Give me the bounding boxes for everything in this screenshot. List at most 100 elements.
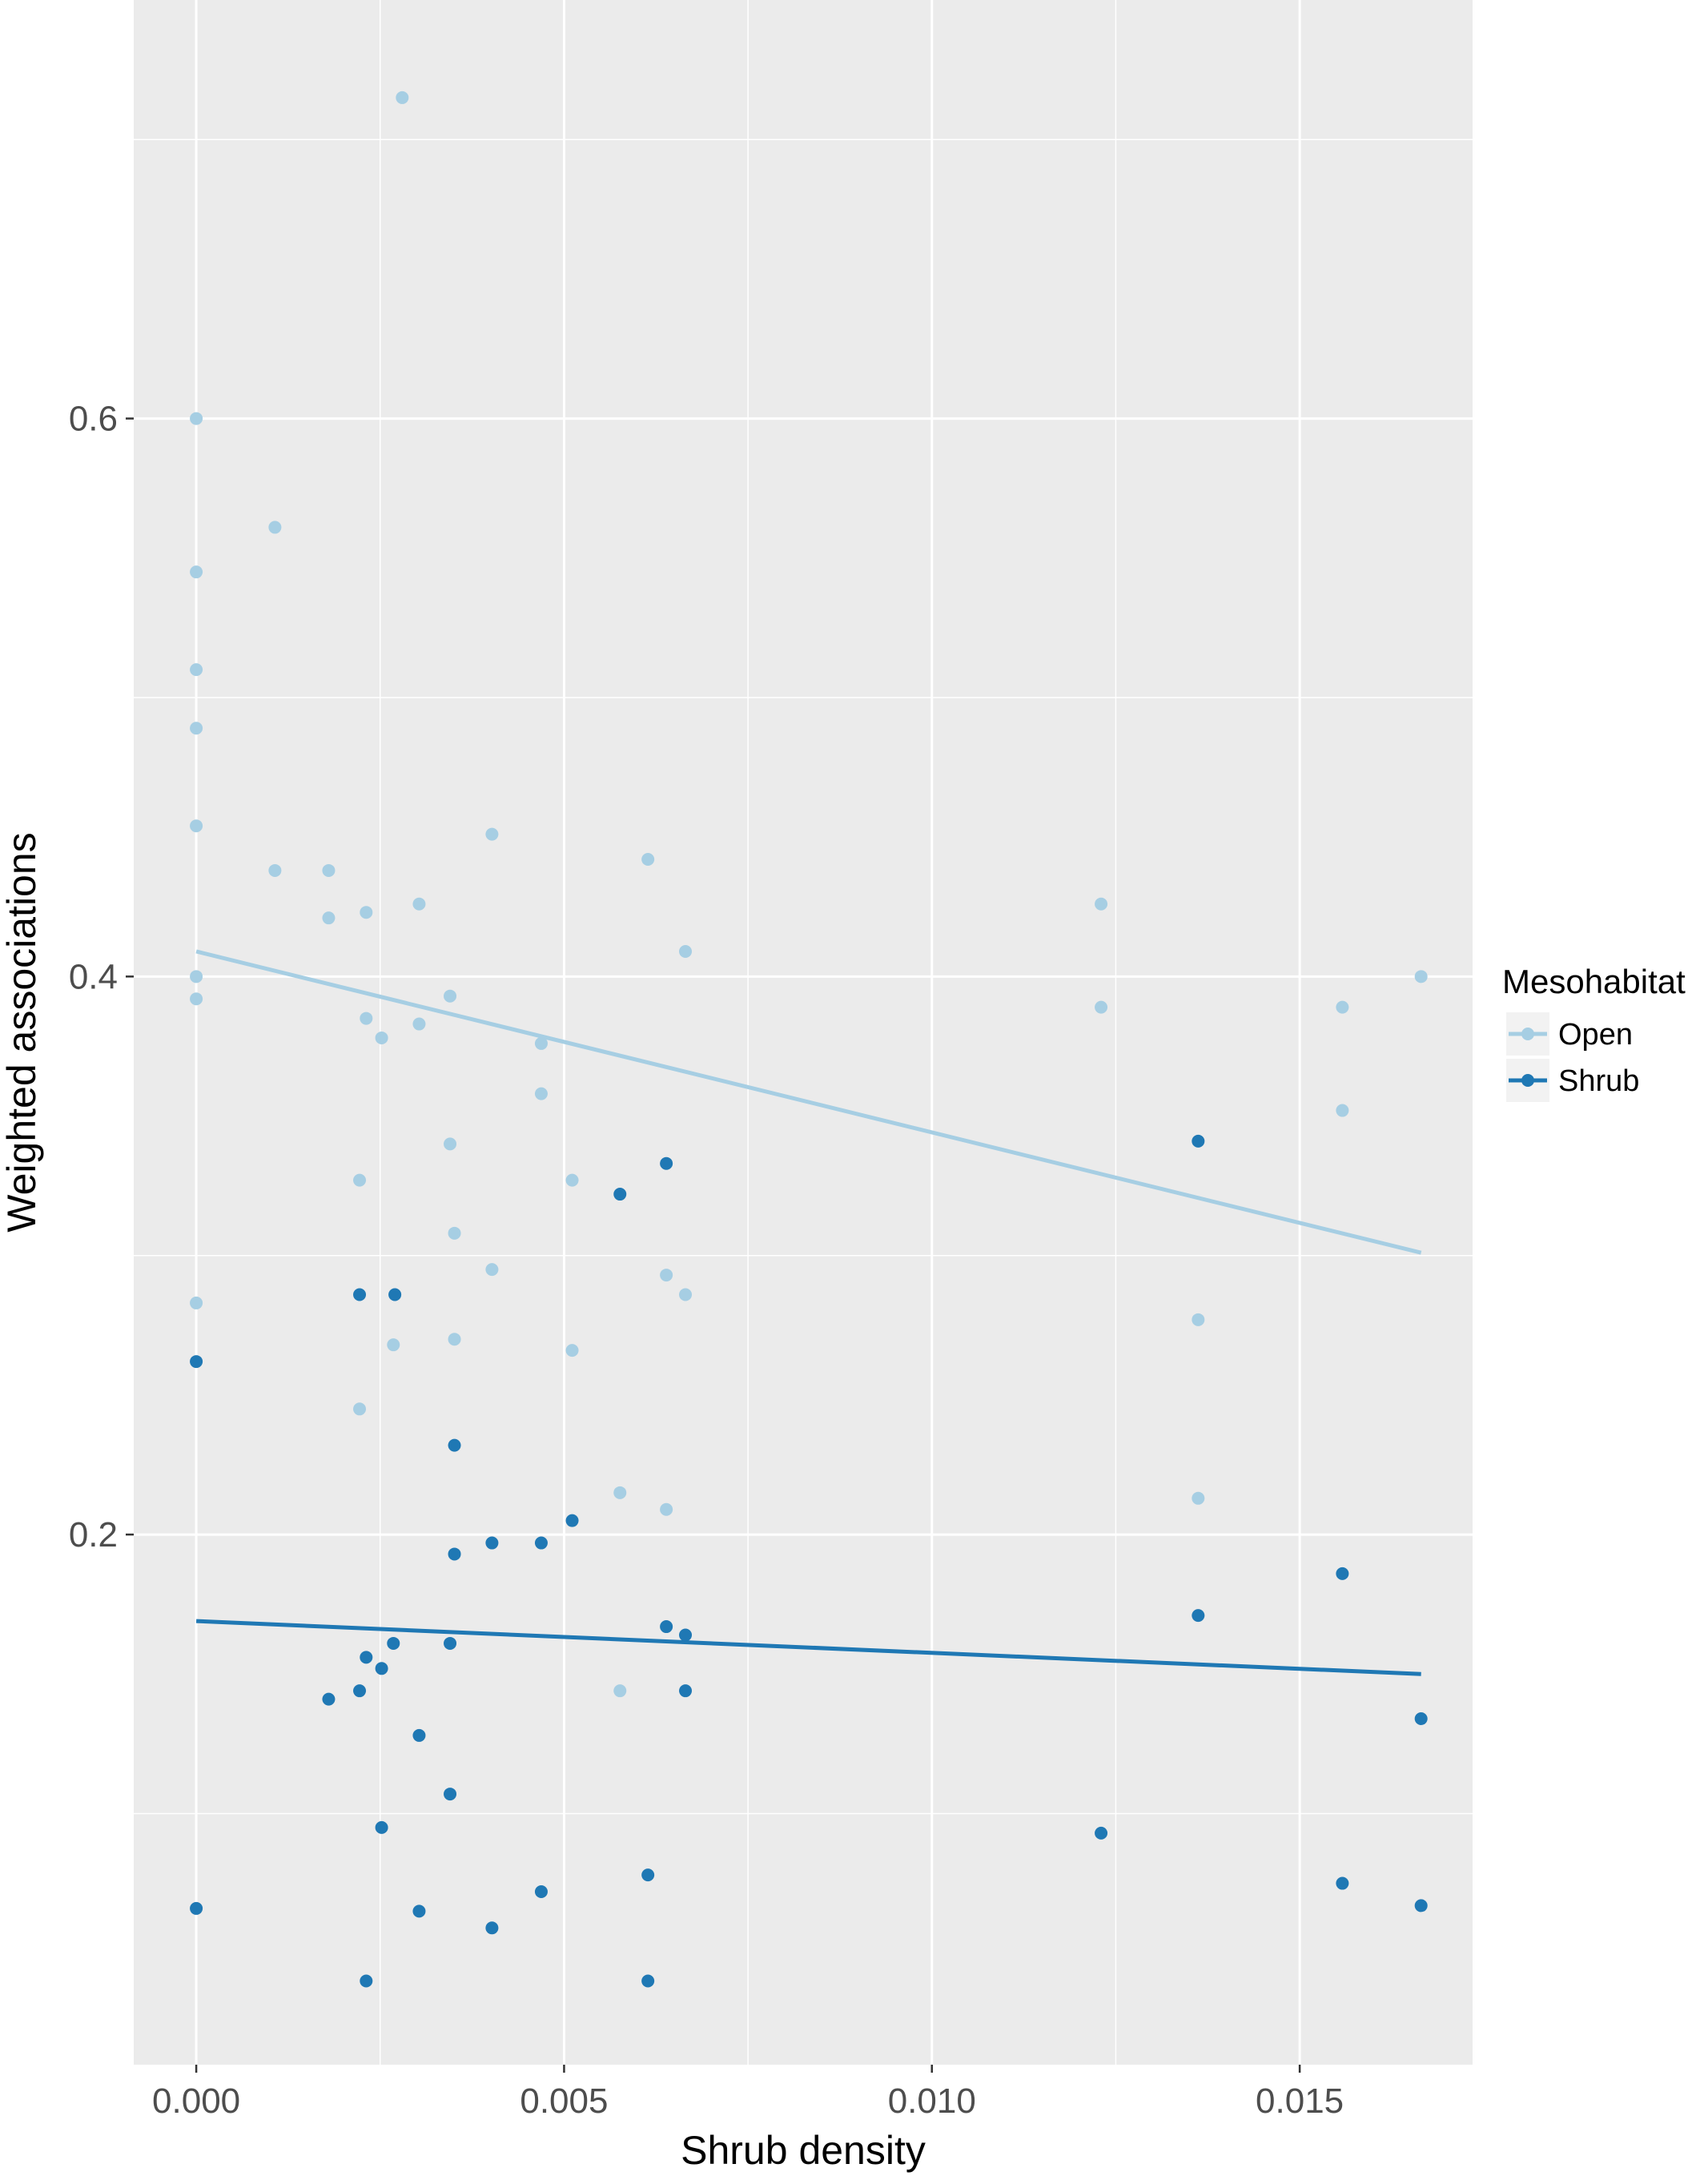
data-point-shrub	[641, 1974, 655, 1988]
fit-lines	[195, 949, 1422, 1676]
fit-line-shrub	[195, 1619, 1421, 1676]
y-tick-label: 0.6	[69, 400, 118, 439]
data-point-shrub	[1192, 1609, 1205, 1623]
major-gridlines	[134, 0, 1473, 2065]
data-point-open	[565, 1173, 579, 1187]
minor-gridlines	[134, 0, 1473, 2065]
data-point-open	[190, 663, 203, 677]
data-point-open	[1192, 1313, 1205, 1326]
data-point-shrub	[613, 1188, 627, 1201]
data-point-open	[190, 722, 203, 735]
data-point-shrub	[485, 1921, 499, 1935]
data-point-open	[485, 1263, 499, 1277]
legend-label-shrub: Shrub	[1558, 1064, 1639, 1098]
data-point-open	[412, 897, 426, 911]
data-point-shrub	[412, 1728, 426, 1742]
data-point-shrub	[660, 1620, 673, 1634]
data-point-shrub	[565, 1514, 579, 1527]
y-axis-title: Weighted associations	[0, 832, 44, 1232]
y-axis-ticks: 0.2 0.4 0.6	[69, 400, 134, 1555]
data-point-open	[444, 989, 457, 1003]
data-point-shrub	[387, 1636, 400, 1650]
data-point-shrub	[1192, 1134, 1205, 1148]
data-point-open	[534, 1087, 548, 1100]
data-point-open	[190, 1296, 203, 1309]
data-point-shrub	[485, 1536, 499, 1550]
data-point-open	[322, 911, 336, 925]
data-point-shrub	[444, 1788, 457, 1801]
data-point-open	[444, 1137, 457, 1151]
data-point-shrub	[388, 1288, 402, 1301]
data-point-open	[1414, 970, 1428, 983]
data-point-open	[565, 1344, 579, 1357]
data-point-shrub	[322, 1692, 336, 1706]
data-point-shrub	[360, 1974, 373, 1988]
x-tick-label: 0.015	[1256, 2081, 1344, 2121]
data-point-shrub	[190, 1355, 203, 1369]
data-point-open	[1095, 1000, 1108, 1014]
data-point-open	[353, 1173, 367, 1187]
data-point-open	[679, 1288, 693, 1301]
data-points	[190, 90, 1428, 1988]
data-point-open	[268, 521, 282, 534]
data-point-open	[1192, 1491, 1205, 1505]
data-point-shrub	[375, 1820, 388, 1834]
data-point-shrub	[375, 1662, 388, 1675]
y-tick-label: 0.2	[69, 1515, 118, 1555]
data-point-shrub	[353, 1288, 367, 1301]
data-point-shrub	[1336, 1876, 1349, 1890]
data-point-shrub	[679, 1684, 693, 1698]
legend: Mesohabitat Open Shrub	[1502, 963, 1686, 1102]
data-point-shrub	[412, 1904, 426, 1918]
data-point-open	[534, 1036, 548, 1050]
data-point-open	[660, 1502, 673, 1516]
x-axis-ticks: 0.000 0.005 0.010 0.015	[152, 2065, 1344, 2121]
data-point-open	[268, 863, 282, 877]
data-point-open	[353, 1402, 367, 1416]
data-point-open	[360, 1012, 373, 1025]
data-point-open	[448, 1226, 461, 1240]
data-point-shrub	[360, 1651, 373, 1664]
data-point-open	[679, 944, 693, 958]
data-point-shrub	[1414, 1712, 1428, 1726]
legend-label-open: Open	[1558, 1018, 1633, 1052]
data-point-shrub	[534, 1536, 548, 1550]
data-point-open	[641, 853, 655, 867]
data-point-open	[396, 90, 409, 104]
data-point-open	[190, 819, 203, 833]
data-point-shrub	[1336, 1567, 1349, 1580]
x-axis-title: Shrub density	[681, 2128, 926, 2173]
data-point-open	[387, 1338, 400, 1352]
data-point-open	[375, 1031, 388, 1044]
data-point-shrub	[1414, 1899, 1428, 1913]
data-point-open	[1336, 1000, 1349, 1014]
data-point-open	[322, 863, 336, 877]
data-point-shrub	[679, 1628, 693, 1642]
data-point-shrub	[448, 1547, 461, 1561]
data-point-open	[485, 827, 499, 841]
x-tick-label: 0.005	[520, 2081, 608, 2121]
data-point-open	[613, 1684, 627, 1698]
fit-line-open	[195, 949, 1422, 1255]
x-tick-label: 0.000	[152, 2081, 240, 2121]
plot-panel	[134, 0, 1473, 2065]
y-tick-label: 0.4	[69, 957, 118, 996]
data-point-open	[190, 565, 203, 579]
data-point-shrub	[660, 1156, 673, 1170]
data-point-shrub	[353, 1684, 367, 1698]
data-point-shrub	[444, 1636, 457, 1650]
data-point-shrub	[641, 1868, 655, 1882]
data-point-open	[1336, 1104, 1349, 1117]
data-point-open	[613, 1486, 627, 1499]
data-point-open	[660, 1269, 673, 1282]
data-point-shrub	[534, 1885, 548, 1899]
data-point-open	[412, 1017, 426, 1031]
data-point-shrub	[190, 1901, 203, 1915]
legend-point-open	[1521, 1028, 1534, 1040]
data-point-open	[360, 906, 373, 919]
x-tick-label: 0.010	[888, 2081, 976, 2121]
legend-point-shrub	[1521, 1074, 1534, 1087]
data-point-open	[190, 992, 203, 1006]
data-point-shrub	[1095, 1826, 1108, 1840]
